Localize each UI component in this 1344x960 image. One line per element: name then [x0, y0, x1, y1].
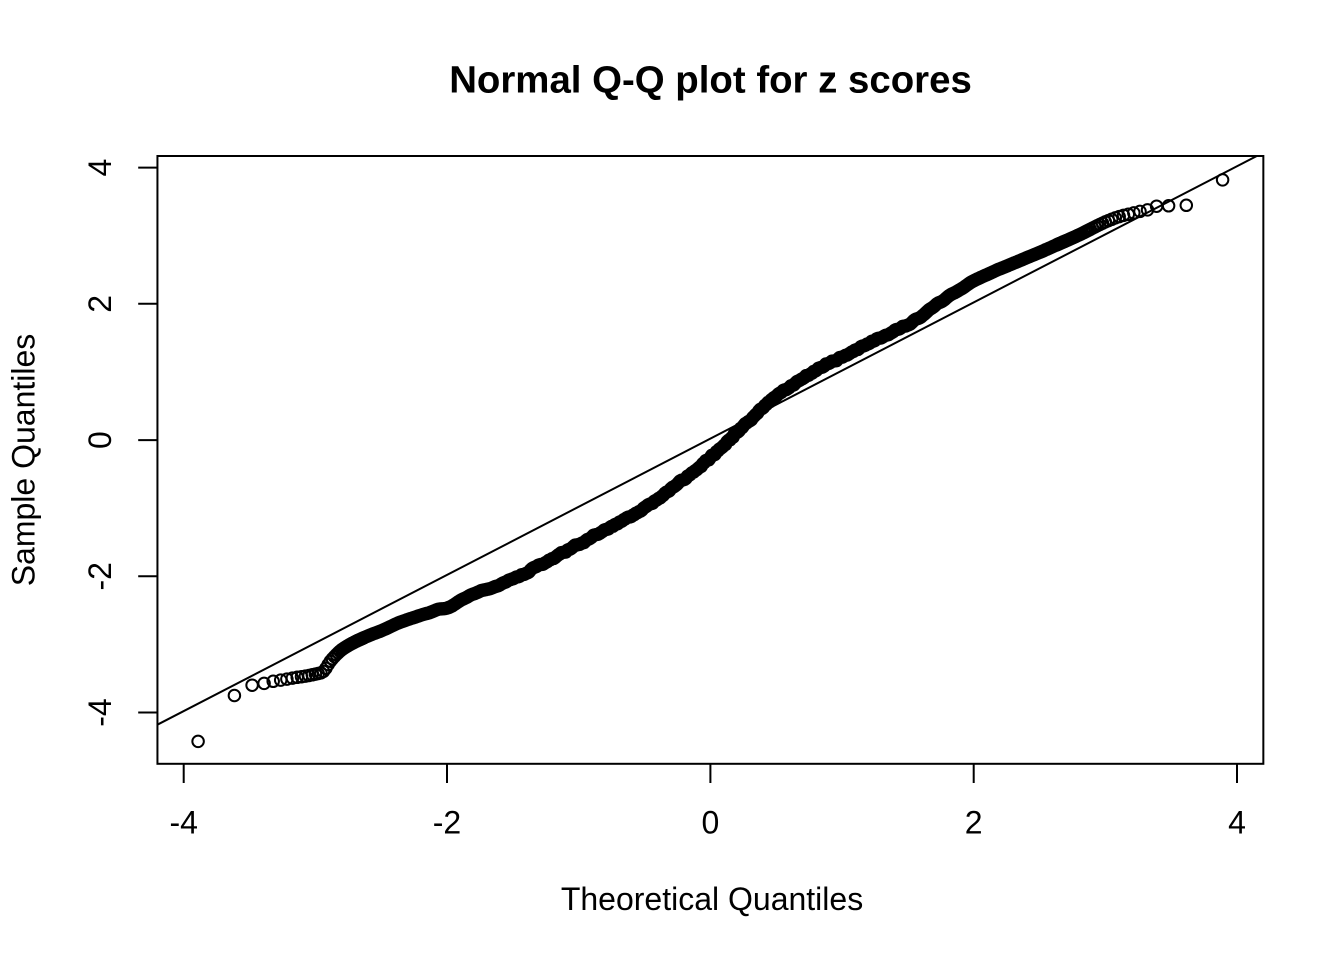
svg-text:2: 2	[965, 805, 983, 841]
svg-text:0: 0	[702, 805, 720, 841]
svg-text:Normal Q-Q plot for z scores: Normal Q-Q plot for z scores	[449, 59, 972, 102]
svg-text:Theoretical Quantiles: Theoretical Quantiles	[561, 881, 863, 917]
svg-text:-2: -2	[82, 562, 118, 590]
svg-text:-2: -2	[433, 805, 461, 841]
svg-text:4: 4	[82, 159, 118, 177]
svg-text:2: 2	[82, 295, 118, 313]
svg-text:4: 4	[1228, 805, 1246, 841]
svg-text:-4: -4	[82, 698, 118, 726]
svg-text:-4: -4	[169, 805, 197, 841]
svg-text:Sample Quantiles: Sample Quantiles	[6, 334, 42, 587]
svg-text:0: 0	[82, 431, 118, 449]
